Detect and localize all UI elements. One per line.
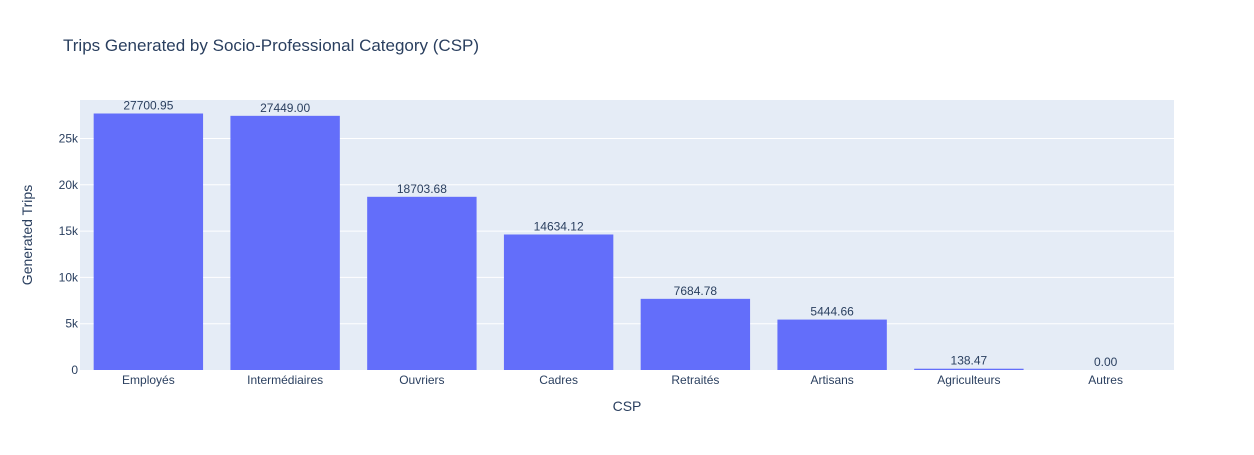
y-tick-label: 25k [59,132,79,146]
y-tick-label: 20k [59,178,79,192]
bar[interactable] [640,298,751,370]
x-tick-label: Retraités [671,373,719,387]
y-tick-label: 0 [71,363,78,377]
x-tick-label: Autres [1088,373,1123,387]
bar[interactable] [367,196,477,370]
x-tick-label: Intermédiaires [247,373,323,387]
x-tick-label: Ouvriers [399,373,444,387]
x-tick-label: Agriculteurs [937,373,1000,387]
bar[interactable] [914,368,1024,370]
bar-value-label: 7684.78 [674,284,718,298]
bar-value-label: 0.00 [1094,355,1118,369]
bar[interactable] [777,319,887,370]
x-tick-label: Artisans [810,373,853,387]
bar-value-label: 14634.12 [534,219,584,233]
y-axis-title: Generated Trips [19,185,35,285]
x-tick-label: Employés [122,373,175,387]
bar[interactable] [230,115,340,370]
x-tick-labels: Employés Intermédiaires Ouvriers Cadres Retr… [122,373,1123,387]
y-tick-labels: 0 5k 10k 15k 20k 25k [59,132,79,377]
bar-value-label: 5444.66 [810,305,854,319]
y-tick-label: 10k [59,270,79,284]
y-tick-label: 15k [59,224,79,238]
y-tick-label: 5k [65,317,79,331]
bar-value-label: 138.47 [951,354,988,368]
bars [93,113,1024,370]
x-axis-title: CSP [613,398,642,414]
bar-value-label: 27700.95 [123,99,173,113]
bar-value-labels: 27700.95 27449.00 18703.68 14634.12 7684.78 5… [123,99,1117,369]
bar-value-label: 18703.68 [397,182,447,196]
bar[interactable] [503,234,614,370]
chart-title: Trips Generated by Socio-Professional Ca… [63,36,479,55]
bar-value-label: 27449.00 [260,101,310,115]
x-tick-label: Cadres [539,373,578,387]
bar[interactable] [93,113,204,370]
